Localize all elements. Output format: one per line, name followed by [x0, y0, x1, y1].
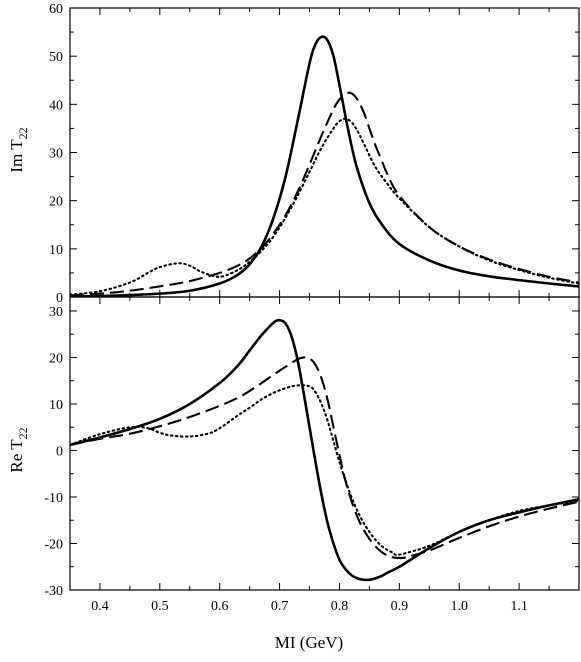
top-y-tick-label: 30 [49, 147, 63, 162]
top-plot-frame [69, 7, 580, 298]
bottom-y-tick-label: -30 [44, 584, 63, 599]
top-y-axis-label-sub: 22 [16, 127, 30, 139]
top-series-dotted-line [70, 117, 579, 296]
top-y-tick-label: 40 [49, 98, 63, 113]
x-tick-label: 0.8 [331, 599, 349, 614]
top-y-tick-label: 60 [49, 2, 63, 17]
top-series-dashed-line [70, 91, 579, 297]
x-tick-label: 0.9 [391, 599, 409, 614]
bottom-y-tick-label: -10 [44, 491, 63, 506]
top-y-axis-label-main: Im T [7, 139, 26, 173]
x-axis-label: MI (GeV) [275, 633, 343, 652]
bottom-y-axis-label-sub: 22 [16, 427, 30, 439]
top-y-tick-label: 0 [56, 291, 63, 306]
x-tick-label: 1.1 [510, 599, 528, 614]
top-series-solid-line [70, 35, 579, 297]
x-tick-label: 0.7 [271, 599, 289, 614]
top-y-axis-label: Im T22 [7, 127, 30, 172]
top-y-tick-label: 20 [49, 195, 63, 210]
bottom-series-solid-line [70, 318, 579, 582]
x-tick-label: 0.5 [151, 599, 169, 614]
bottom-y-tick-label: 20 [49, 351, 63, 366]
bottom-panel-re-t22: -30 -20 -10 0 10 20 30 0.4 0.5 0.6 0.7 0.8 0.9 1.0 1.1 [44, 296, 580, 614]
bottom-y-tick-label: -20 [44, 537, 63, 552]
bottom-y-axis-label: Re T22 [7, 427, 30, 472]
x-tick-label: 0.4 [91, 599, 109, 614]
bottom-y-axis-label-main: Re T [7, 439, 26, 473]
bottom-y-tick-label: 10 [49, 398, 63, 413]
top-panel-im-t22: 0 10 20 30 40 50 60 [49, 2, 580, 306]
bottom-y-tick-label: 0 [56, 444, 63, 459]
x-tick-label: 1.0 [450, 599, 468, 614]
top-y-tick-label: 50 [49, 50, 63, 65]
bottom-series-dotted-line [70, 384, 579, 557]
bottom-plot-frame [69, 296, 580, 591]
x-tick-label: 0.6 [211, 599, 229, 614]
bottom-y-tick-label: 30 [49, 305, 63, 320]
bottom-series-dashed-line [70, 356, 579, 560]
top-y-tick-label: 10 [49, 243, 63, 258]
